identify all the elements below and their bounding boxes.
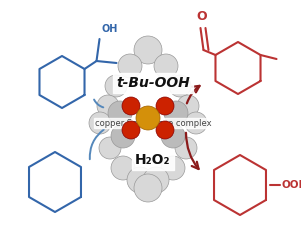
Circle shape (136, 106, 160, 130)
Circle shape (156, 121, 174, 139)
Text: O: O (196, 10, 207, 23)
Circle shape (185, 112, 207, 134)
Circle shape (118, 54, 142, 78)
Circle shape (156, 97, 174, 115)
Circle shape (161, 156, 185, 180)
Circle shape (177, 95, 199, 117)
Circle shape (122, 121, 140, 139)
Text: OOH: OOH (282, 180, 301, 190)
Circle shape (108, 101, 132, 125)
Circle shape (111, 156, 135, 180)
Circle shape (111, 124, 135, 148)
Circle shape (134, 174, 162, 202)
Circle shape (154, 54, 178, 78)
Circle shape (97, 95, 119, 117)
Circle shape (143, 167, 169, 193)
Circle shape (134, 36, 162, 64)
Circle shape (175, 137, 197, 159)
Text: H₂O₂: H₂O₂ (135, 153, 171, 167)
Circle shape (161, 124, 185, 148)
Circle shape (169, 75, 191, 97)
Circle shape (122, 97, 140, 115)
Text: t-Bu-OOH: t-Bu-OOH (116, 76, 190, 90)
Circle shape (127, 167, 153, 193)
Text: OH: OH (101, 24, 118, 34)
Circle shape (99, 137, 121, 159)
Circle shape (89, 112, 111, 134)
Circle shape (164, 101, 188, 125)
Circle shape (105, 75, 127, 97)
Text: copper Schiff base complex: copper Schiff base complex (95, 119, 211, 127)
